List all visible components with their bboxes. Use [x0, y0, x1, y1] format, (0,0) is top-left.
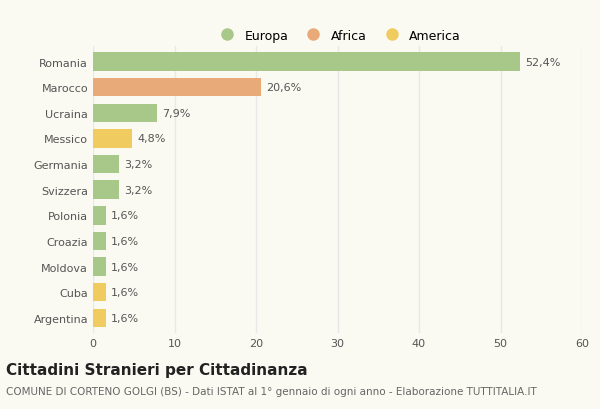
Text: 1,6%: 1,6%: [111, 236, 139, 246]
Text: 3,2%: 3,2%: [124, 185, 152, 195]
Text: 7,9%: 7,9%: [162, 108, 191, 119]
Legend: Europa, Africa, America: Europa, Africa, America: [209, 25, 466, 47]
Bar: [93, 79, 261, 97]
Bar: [93, 130, 132, 148]
Bar: [93, 53, 520, 72]
Bar: [93, 207, 106, 225]
Bar: [93, 309, 106, 327]
Text: COMUNE DI CORTENO GOLGI (BS) - Dati ISTAT al 1° gennaio di ogni anno - Elaborazi: COMUNE DI CORTENO GOLGI (BS) - Dati ISTA…: [6, 387, 537, 396]
Text: 4,8%: 4,8%: [137, 134, 166, 144]
Text: Cittadini Stranieri per Cittadinanza: Cittadini Stranieri per Cittadinanza: [6, 362, 308, 377]
Bar: [93, 258, 106, 276]
Bar: [93, 155, 119, 174]
Bar: [93, 104, 157, 123]
Bar: [93, 283, 106, 301]
Text: 1,6%: 1,6%: [111, 262, 139, 272]
Text: 52,4%: 52,4%: [525, 57, 560, 67]
Text: 1,6%: 1,6%: [111, 211, 139, 221]
Bar: [93, 232, 106, 250]
Text: 20,6%: 20,6%: [266, 83, 301, 93]
Text: 1,6%: 1,6%: [111, 313, 139, 323]
Bar: [93, 181, 119, 199]
Text: 3,2%: 3,2%: [124, 160, 152, 170]
Text: 1,6%: 1,6%: [111, 288, 139, 297]
